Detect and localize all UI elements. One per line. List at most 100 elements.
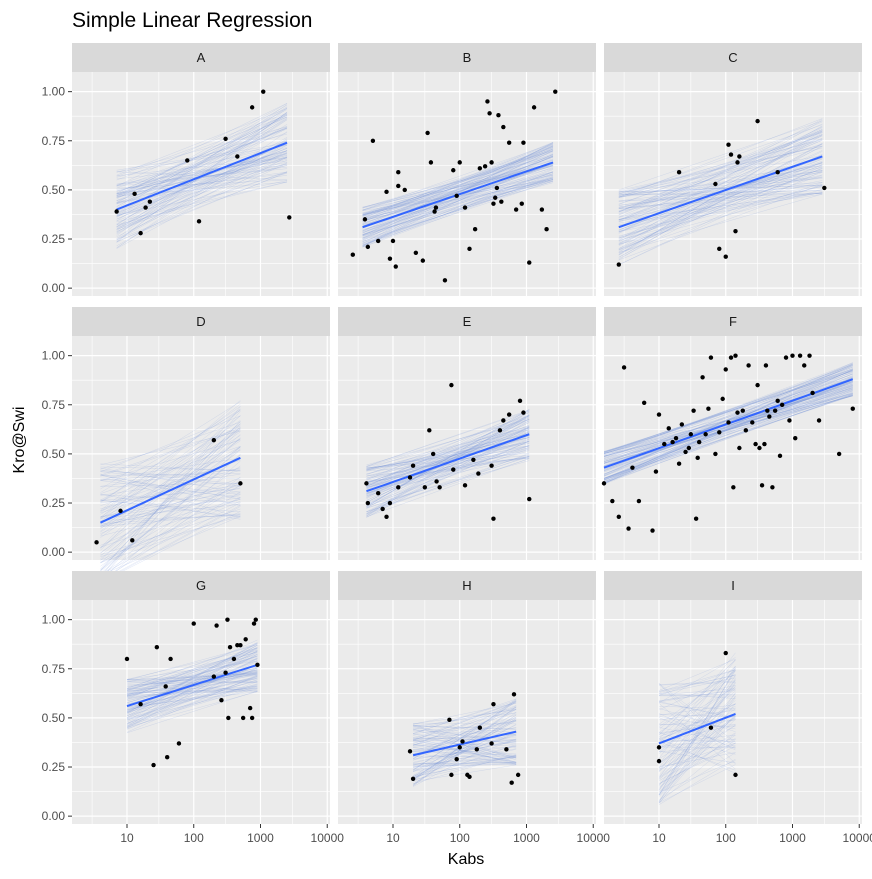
posterior-line <box>126 675 258 710</box>
posterior-line <box>100 427 241 476</box>
posterior-line <box>618 182 823 194</box>
data-point <box>670 439 675 445</box>
data-point <box>460 739 465 744</box>
data-point <box>513 207 519 212</box>
posterior-line <box>658 709 736 721</box>
data-point <box>437 485 442 490</box>
posterior-line <box>366 415 530 517</box>
posterior-line <box>362 171 554 216</box>
posterior-line <box>100 431 241 536</box>
posterior-line <box>100 482 241 488</box>
posterior-line <box>126 658 258 728</box>
regression-line <box>366 433 530 493</box>
posterior-line <box>100 473 241 476</box>
y-tick-label: 1.00 <box>42 349 66 363</box>
posterior-line <box>100 467 241 493</box>
posterior-line <box>618 174 823 245</box>
posterior-line <box>362 145 554 221</box>
posterior-line <box>126 684 258 716</box>
posterior-line <box>116 144 288 212</box>
posterior-line <box>658 678 736 791</box>
data-point <box>763 363 769 368</box>
data-point <box>454 193 459 198</box>
posterior-line <box>362 179 554 242</box>
posterior-line <box>603 381 853 471</box>
posterior-line <box>603 386 853 454</box>
posterior-lines <box>412 698 517 787</box>
posterior-line <box>126 658 258 693</box>
posterior-line <box>618 128 823 249</box>
posterior-line <box>603 387 853 463</box>
posterior-line <box>100 449 241 519</box>
posterior-line <box>366 458 530 518</box>
posterior-line <box>100 415 241 551</box>
posterior-line <box>658 680 736 685</box>
data-point <box>474 747 479 752</box>
posterior-line <box>412 699 517 786</box>
posterior-line <box>658 716 736 769</box>
posterior-line <box>658 704 736 716</box>
facet-panels: A 0.00 0.25 0.50 0.75 1.00 B C D 0.00 0.25 0.50 0.75… <box>42 43 872 845</box>
data-point <box>733 772 738 778</box>
posterior-line <box>603 395 853 480</box>
posterior-line <box>658 686 736 733</box>
posterior-line <box>126 685 258 698</box>
posterior-line <box>116 150 288 195</box>
posterior-line <box>366 447 530 493</box>
posterior-line <box>362 179 554 242</box>
posterior-line <box>126 670 258 688</box>
posterior-line <box>603 379 853 484</box>
posterior-line <box>658 675 736 692</box>
data-point <box>471 457 476 462</box>
posterior-line <box>362 157 554 222</box>
posterior-line <box>126 676 258 711</box>
posterior-line <box>618 192 823 202</box>
posterior-line <box>100 504 241 519</box>
posterior-line <box>100 491 241 582</box>
data-point <box>793 435 798 441</box>
posterior-line <box>116 127 288 195</box>
posterior-line <box>412 724 517 778</box>
posterior-line <box>116 162 288 232</box>
posterior-line <box>413 737 517 765</box>
posterior-line <box>618 158 823 244</box>
posterior-line <box>362 164 554 233</box>
posterior-line <box>413 748 517 776</box>
data-point <box>666 426 671 431</box>
data-point <box>539 207 545 212</box>
posterior-line <box>603 371 853 484</box>
posterior-line <box>126 688 258 720</box>
posterior-line <box>116 144 288 241</box>
posterior-line <box>658 707 736 737</box>
posterior-line <box>603 364 853 459</box>
posterior-line <box>618 132 823 255</box>
posterior-line <box>100 438 241 538</box>
data-point <box>691 408 696 413</box>
posterior-line <box>100 403 241 511</box>
posterior-line <box>618 180 823 220</box>
data-point <box>491 701 496 707</box>
posterior-line <box>362 180 554 219</box>
data-point <box>496 113 501 118</box>
posterior-line <box>100 430 241 515</box>
posterior-line <box>100 446 241 559</box>
x-tick-label: 10000 <box>843 831 872 845</box>
x-tick-label: 1000 <box>513 831 540 845</box>
data-point <box>420 258 426 263</box>
posterior-line <box>362 173 554 246</box>
posterior-line <box>618 131 823 214</box>
posterior-line <box>100 446 241 554</box>
posterior-line <box>658 716 736 786</box>
posterior-line <box>603 380 853 480</box>
posterior-line <box>618 139 823 195</box>
data-point <box>362 217 368 222</box>
posterior-line <box>618 145 823 258</box>
posterior-line <box>100 406 241 503</box>
posterior-line <box>362 176 554 244</box>
data-point <box>384 189 389 195</box>
posterior-line <box>618 168 823 251</box>
posterior-line <box>362 159 554 224</box>
posterior-line <box>362 143 554 211</box>
regression-line <box>658 713 736 745</box>
posterior-line <box>366 457 530 472</box>
